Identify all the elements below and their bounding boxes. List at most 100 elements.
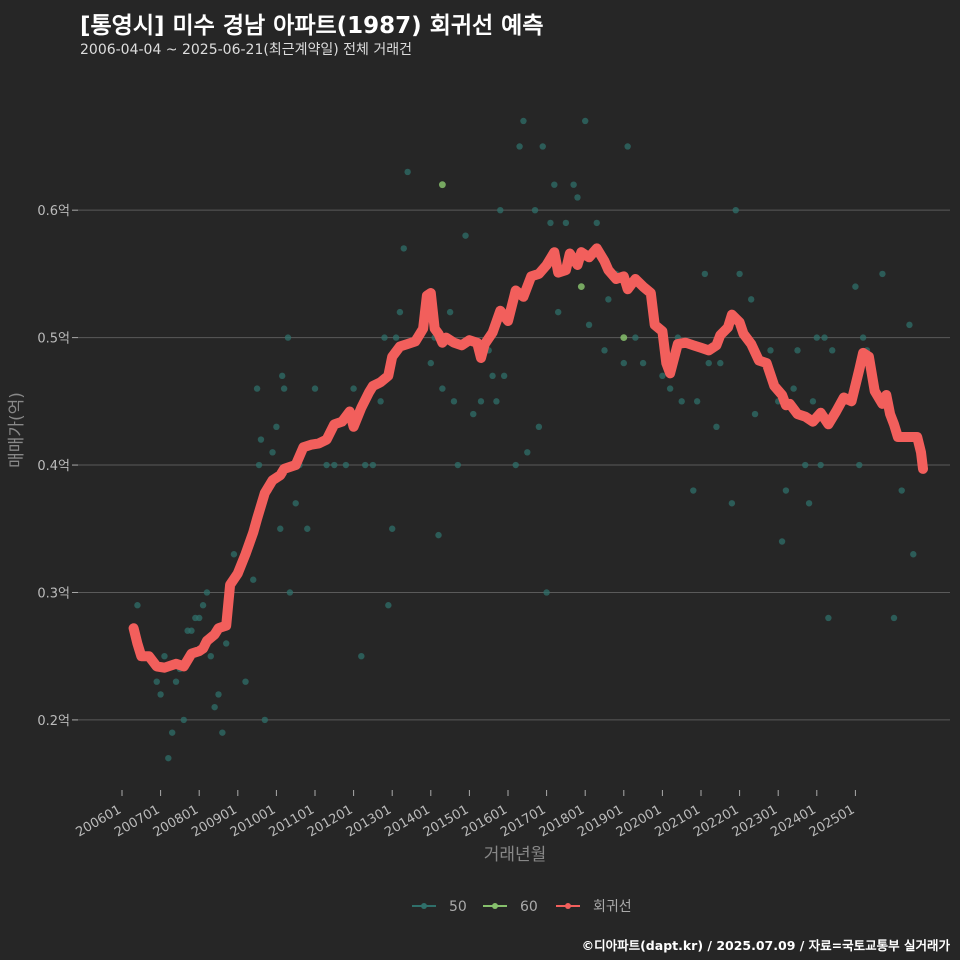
data-point-50 [153,678,160,685]
data-point-50 [242,678,249,685]
data-point-50 [439,385,446,392]
data-point-50 [500,372,508,380]
data-point-50 [852,283,859,290]
data-point-50 [554,308,562,316]
data-point-50 [778,538,786,545]
data-point-50 [435,531,442,539]
x-axis-title: 거래년월 [484,845,547,865]
data-point-50 [821,334,828,341]
data-point-50 [859,334,867,341]
chart-subtitle: 2006-04-04 ~ 2025-06-21(최근계약일) 전체 거래건 [80,42,412,58]
data-point-50 [516,143,523,150]
data-point-50 [404,168,411,176]
data-point-50 [693,398,701,405]
data-point-50 [161,652,168,660]
data-point-50 [203,589,211,596]
data-point-50 [311,385,319,392]
data-point-50 [809,398,817,405]
data-point-50 [790,385,797,392]
data-point-50 [524,449,531,456]
data-point-50 [207,652,214,660]
data-point-50 [497,206,504,214]
data-point-50 [278,372,286,380]
data-point-50 [377,398,384,405]
data-point-50 [196,614,203,622]
data-point-50 [632,334,639,341]
data-point-50 [829,347,836,354]
y-axis-title: 매매가(억) [7,392,27,468]
data-point-50 [257,436,265,443]
data-point-50 [898,487,905,494]
data-point-50 [253,385,261,392]
data-point-50 [255,461,263,469]
data-point-50 [543,589,550,596]
data-point-50 [280,385,288,392]
data-point-50 [199,602,207,609]
data-point-50 [512,461,519,469]
data-point-50 [381,334,388,341]
data-point-50 [361,461,369,469]
data-point-50 [813,334,820,341]
data-point-50 [570,181,577,188]
y-tick-labels: 0.2억 0.3억 0.4억 0.5억 0.6억 [37,204,70,729]
source-caption: ©디아파트(dapt.kr) / 2025.07.09 / 자료=국토교통부 실… [581,938,950,953]
data-point-50 [639,359,647,367]
data-point-50 [269,449,276,456]
data-point-50 [732,206,739,214]
y-tick-label: 0.2억 [37,714,70,729]
data-point-50 [219,729,226,736]
data-point-50 [825,614,832,622]
data-point-50 [400,245,407,252]
data-point-50 [462,232,469,239]
data-point-50 [342,461,350,469]
legend-label: 50 [449,899,467,915]
legend-swatch-dot [565,903,571,909]
data-point-50 [304,525,311,532]
data-point-50 [489,372,496,380]
data-point-50 [736,270,743,278]
data-point-50 [477,398,485,405]
data-point-50 [358,652,365,660]
data-point-50 [273,423,280,431]
data-point-50 [211,703,218,711]
data-point-60 [577,283,585,291]
data-point-60 [438,181,446,189]
data-point-50 [323,461,330,469]
data-point-50 [782,487,790,494]
data-point-50 [906,321,913,329]
data-point-50 [531,206,539,214]
data-point-50 [562,219,570,227]
data-point-50 [446,308,454,316]
data-point-50 [331,461,338,469]
data-point-50 [690,487,697,494]
grid-lines [72,209,950,721]
data-point-50 [767,347,774,354]
data-point-50 [369,461,377,469]
legend-label: 60 [520,899,538,915]
data-point-50 [284,334,292,341]
data-point-50 [188,627,195,634]
data-point-50 [230,551,238,558]
data-point-50 [547,219,554,227]
data-point-50 [717,359,724,367]
y-tick-label: 0.6억 [37,204,70,219]
data-point-50 [385,602,392,609]
legend-swatch-dot [492,903,498,909]
data-point-50 [535,423,543,431]
data-point-50 [157,691,164,698]
data-point-50 [350,385,357,392]
y-tick-label: 0.4억 [37,459,70,474]
data-point-50 [454,461,462,469]
data-point-50 [250,576,257,583]
data-point-50 [805,500,813,507]
data-point-50 [180,716,187,724]
data-point-50 [539,143,546,150]
data-point-50 [389,525,396,532]
data-point-50 [701,270,709,278]
data-point-50 [751,410,759,418]
data-point-50 [713,423,720,431]
data-point-50 [165,754,172,762]
data-point-60 [620,334,628,342]
data-point-50 [605,296,612,303]
legend-label: 회귀선 [593,899,632,915]
